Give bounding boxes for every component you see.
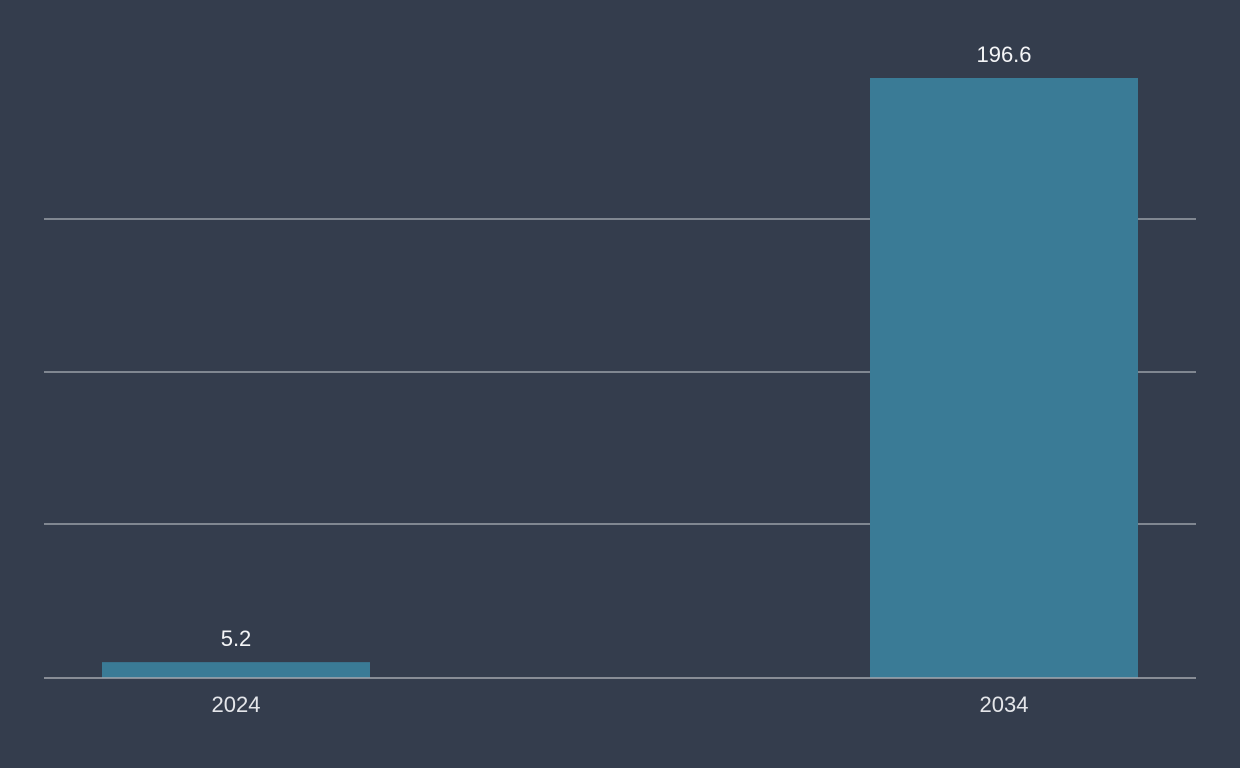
value-label-2024: 5.2 <box>221 626 252 651</box>
x-tick-label-2024: 2024 <box>212 692 261 717</box>
value-label-2034: 196.6 <box>976 42 1031 67</box>
bars <box>102 78 1138 678</box>
bar-2034 <box>870 78 1138 678</box>
x-tick-label-2034: 2034 <box>980 692 1029 717</box>
labels: 5.2 2024 196.6 2034 <box>212 42 1032 717</box>
bar-2024 <box>102 662 370 678</box>
